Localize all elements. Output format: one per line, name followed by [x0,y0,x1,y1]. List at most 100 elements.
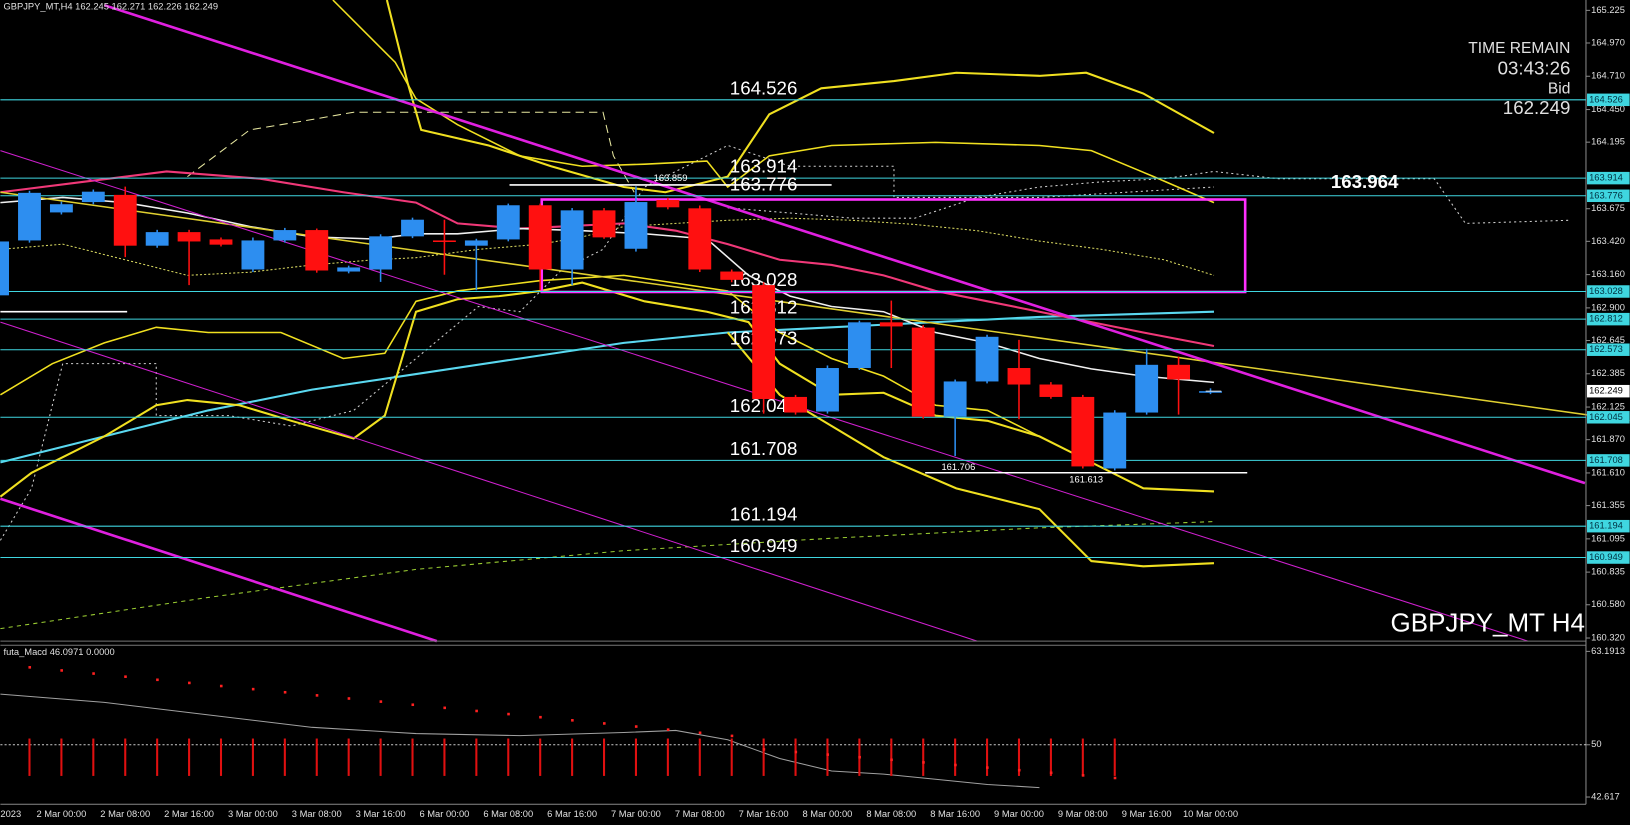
level-tag [1587,93,1630,107]
macd-dot [1113,776,1117,780]
macd-dot [794,750,798,754]
candle-body [720,271,744,280]
macd-dot [571,719,574,722]
candle-body [369,236,393,270]
x-tick-label: 8 Mar 08:00 [866,809,916,819]
candle-body [688,208,712,270]
macd-dot [443,706,446,710]
x-tick-label: 7 Mar 08:00 [675,809,725,819]
y-tick-label: 164.970 [1591,37,1625,47]
candle-body [1167,364,1191,380]
macd-tick-label: 42.617 [1591,791,1620,801]
annotation: 163.859 [654,173,688,183]
candle-body [784,396,807,413]
x-tick-label: 2 Mar 00:00 [36,809,86,819]
band-line [0,281,1215,498]
level-tag-label: 162.812 [1589,314,1623,324]
candle-body [1007,368,1031,385]
candle-body [305,230,329,271]
level-tag [1587,454,1630,467]
candle-body [1199,391,1222,393]
y-tick-label: 164.195 [1591,137,1625,147]
x-tick-label: 9 Mar 00:00 [994,809,1044,819]
level-label: 161.708 [730,438,798,459]
macd-dot [858,755,861,759]
x-tick-label: 7 Mar 16:00 [739,809,789,819]
candle-body [528,205,552,270]
macd-dot [1081,774,1085,777]
y-tick-label: 161.610 [1591,467,1625,477]
macd-dot [188,681,191,685]
level-tag [1587,189,1630,203]
candle-body [209,239,233,245]
bid-tag-label: 162.249 [1589,386,1623,396]
band-line [385,0,1215,194]
candle-body [816,368,839,412]
y-tick-label: 160.320 [1591,632,1625,642]
macd-dot [315,694,319,697]
band-line [0,274,1040,438]
level-tag [1587,312,1630,326]
macd-dot [890,758,893,762]
moving-average [0,310,1215,464]
bid-tag [1587,384,1630,398]
y-tick-label: 160.580 [1591,599,1625,609]
candle-body [1071,396,1095,467]
macd-dot [730,734,734,738]
candle-body [145,232,169,246]
macd-dot [475,709,478,713]
macd-dot [347,697,351,700]
candle-body [1103,412,1127,469]
macd-dot [92,672,95,675]
time-remain-label: TIME REMAIN [1468,40,1570,57]
cloud-line [727,170,1570,224]
candle-body [241,240,265,270]
x-tick-label: 10 Mar 00:00 [1183,809,1238,819]
chart-title: GBPJPY_MT,H4 162.245 162.271 162.226 162… [4,2,219,12]
annotation: 161.706 [941,462,975,472]
level-tag-label: 160.949 [1589,552,1623,562]
macd-dot [1049,771,1053,775]
y-tick-label: 160.835 [1591,567,1625,577]
candle-body [847,322,871,369]
macd-signal [0,693,1040,789]
macd-dot [762,748,766,751]
candle-body [337,267,361,272]
level-tag [1587,551,1630,564]
macd-dot [826,753,830,756]
candle-body [592,210,616,238]
candle-body [401,219,424,237]
y-tick-label: 163.160 [1591,269,1625,279]
macd-dot [60,669,63,672]
macd-dot [666,728,670,731]
level-tag [1587,171,1630,185]
level-tag-label: 163.028 [1589,286,1623,296]
span-line [0,521,1215,630]
level-tag-label: 163.914 [1589,173,1623,183]
trend-line [0,497,438,643]
y-tick-label: 163.675 [1591,203,1625,213]
level-tag-label: 162.045 [1589,412,1623,422]
x-tick-label: 8 Mar 16:00 [930,809,980,819]
candle-body [1135,364,1159,413]
cloud-line [0,144,1215,541]
kijun-line [187,111,635,193]
macd-dot [411,703,415,707]
level-label: 160.949 [730,535,798,556]
y-tick-label: 161.355 [1591,500,1625,510]
trend-line [103,3,1586,485]
x-tick-label: 3 Mar 08:00 [292,809,342,819]
y-tick-label: 162.645 [1591,335,1625,345]
y-tick-label: 164.450 [1591,104,1625,114]
bid-label: Bid [1548,80,1571,97]
y-tick-label: 162.125 [1591,402,1625,412]
candle-body [81,191,105,203]
level-label: 164.526 [730,77,798,98]
candle-body [49,204,73,213]
annotation: 163.964 [1331,171,1399,192]
candle-body [879,322,903,327]
macd-dot [507,712,510,716]
x-tick-label: 6 Mar 16:00 [547,809,597,819]
macd-dot [283,690,287,694]
